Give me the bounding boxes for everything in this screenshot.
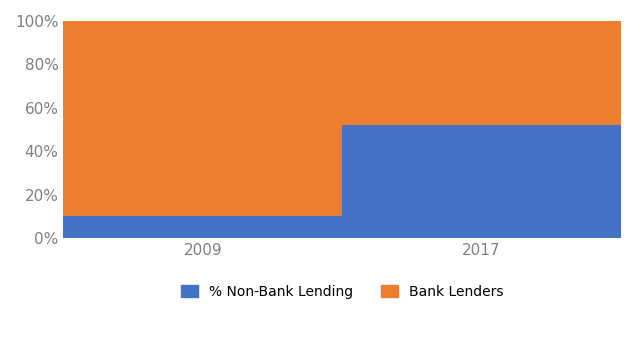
Bar — [342, 21, 621, 125]
Legend: % Non-Bank Lending, Bank Lenders: % Non-Bank Lending, Bank Lenders — [174, 278, 510, 306]
Bar — [64, 217, 342, 238]
Bar — [64, 21, 342, 217]
Bar — [342, 125, 621, 238]
